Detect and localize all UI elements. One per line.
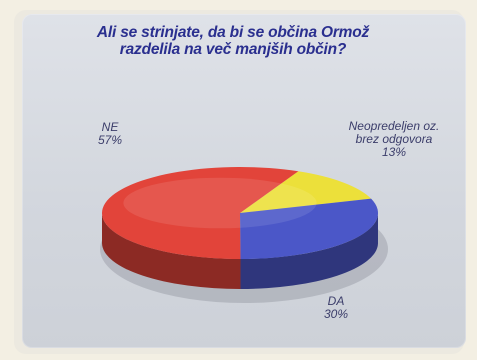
label-undecided-line-1: Neopredeljen oz.: [348, 119, 440, 133]
label-da-name: DA: [327, 294, 345, 308]
label-da: DA 30%: [314, 295, 358, 321]
chart-title: Ali se strinjate, da bi se občina Ormož …: [58, 24, 408, 58]
label-ne-value: 57%: [97, 133, 123, 147]
label-ne: NE 57%: [86, 121, 134, 147]
pie-highlight: [123, 177, 317, 229]
chart-title-line-1: Ali se strinjate, da bi se občina Ormož: [96, 24, 370, 41]
label-ne-name: NE: [101, 120, 119, 134]
label-undecided-line-2: brez odgovora: [355, 132, 433, 146]
pie-side-ne: [102, 213, 241, 289]
label-da-value: 30%: [323, 307, 349, 321]
pie-side-da: [240, 213, 378, 289]
pie-slice-da: [240, 198, 378, 259]
pie-slice-ne: [102, 167, 299, 259]
label-undecided: Neopredeljen oz. brez odgovora 13%: [334, 120, 454, 159]
chart-title-line-2: razdelila na več manjših občin?: [119, 41, 347, 58]
label-undecided-value: 13%: [381, 145, 407, 159]
pie-slice-neopredeljen: [240, 171, 372, 213]
